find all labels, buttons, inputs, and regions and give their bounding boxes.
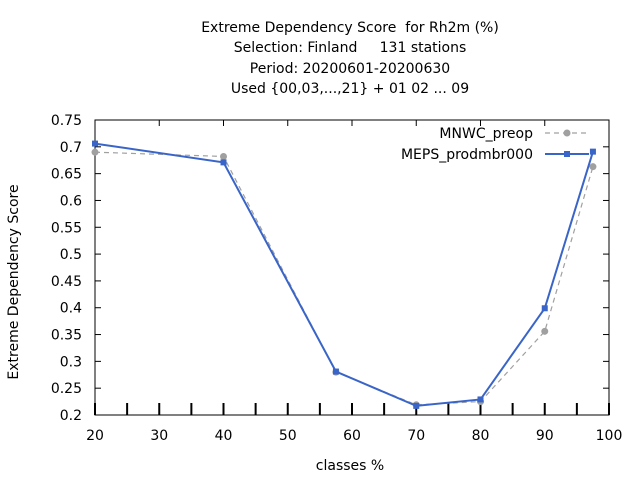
- data-point: [541, 305, 548, 312]
- chart-title-line-1: Extreme Dependency Score for Rh2m (%): [201, 20, 499, 36]
- chart-title-line-3: Period: 20200601-20200630: [249, 61, 451, 77]
- series-line: [94, 151, 594, 406]
- y-tick-label: 0.6: [60, 193, 82, 209]
- data-point: [413, 402, 420, 409]
- data-point: [92, 140, 98, 147]
- data-point: [541, 327, 549, 335]
- legend-swatch-marker: [563, 129, 571, 137]
- data-point: [220, 159, 227, 166]
- legend: MNWC_preop MEPS_prodmbr000: [401, 126, 589, 163]
- plot-frame: [94, 119, 610, 416]
- x-tick-label: 70: [407, 428, 425, 444]
- y-tick-label: 0.75: [51, 113, 82, 129]
- data-point: [589, 163, 597, 171]
- y-tick-label: 0.45: [51, 274, 82, 290]
- data-point: [220, 152, 227, 160]
- x-tick-label: 50: [279, 428, 297, 444]
- y-tick-label: 0.55: [51, 220, 82, 236]
- series-MEPS_prodmbr000: [92, 140, 596, 409]
- data-point: [91, 148, 99, 156]
- y-tick-label: 0.7: [60, 140, 82, 156]
- axis-ticks: 20 30 40 50 60 70 80 90 100 0.2 0.25 0.3 0.35 0.4 0.45…: [51, 113, 623, 444]
- legend-label: MEPS_prodmbr000: [401, 147, 533, 163]
- data-point: [477, 396, 484, 403]
- x-tick-label: 20: [86, 428, 104, 444]
- series-MNWC_preop: [91, 148, 597, 409]
- x-tick-label: 100: [596, 428, 623, 444]
- y-tick-label: 0.3: [60, 354, 82, 370]
- chart-title-line-2: Selection: Finland 131 stations: [233, 40, 467, 56]
- legend-swatch-marker: [564, 151, 570, 157]
- x-tick-label: 90: [536, 428, 554, 444]
- series-layer: [91, 140, 597, 409]
- legend-label: MNWC_preop: [439, 126, 533, 142]
- data-point: [589, 148, 596, 155]
- y-tick-label: 0.25: [51, 381, 82, 397]
- x-tick-label: 80: [472, 428, 490, 444]
- y-tick-label: 0.2: [60, 408, 82, 424]
- series-line: [94, 142, 594, 407]
- y-tick-label: 0.5: [60, 247, 82, 263]
- y-tick-label: 0.4: [60, 301, 82, 317]
- x-axis-label: classes %: [316, 458, 384, 474]
- x-tick-label: 40: [215, 428, 233, 444]
- data-point: [332, 368, 339, 375]
- y-tick-label: 0.35: [51, 328, 82, 344]
- x-tick-label: 60: [343, 428, 361, 444]
- y-tick-label: 0.65: [51, 167, 82, 183]
- chart-title-line-4: Used {00,03,...,21} + 01 02 ... 09: [230, 81, 470, 97]
- x-tick-label: 30: [150, 428, 168, 444]
